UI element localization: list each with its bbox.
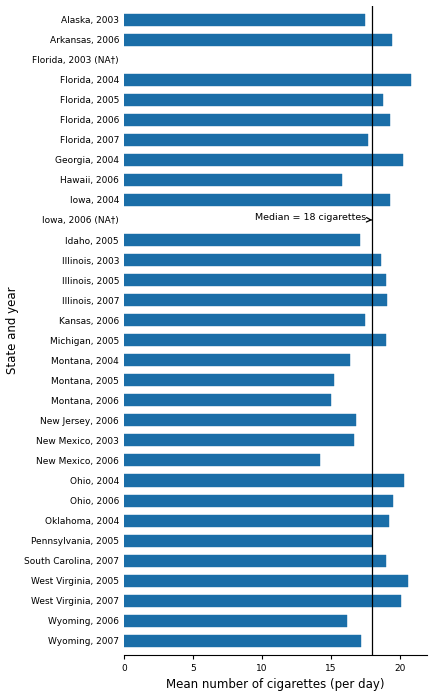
Bar	[124, 194, 390, 206]
Bar	[124, 374, 334, 386]
Bar	[124, 514, 389, 527]
Bar	[124, 354, 350, 367]
Bar	[124, 475, 404, 487]
Bar	[124, 274, 386, 286]
Bar	[124, 33, 391, 45]
Bar	[124, 595, 401, 607]
Bar	[124, 454, 320, 466]
Bar	[124, 555, 386, 567]
Bar	[124, 575, 408, 587]
Bar	[124, 335, 386, 346]
Bar	[124, 254, 381, 266]
Bar	[124, 74, 411, 86]
Bar	[124, 93, 383, 106]
Bar	[124, 234, 360, 246]
Y-axis label: State and year: State and year	[6, 286, 19, 374]
Bar	[124, 434, 354, 447]
Bar	[124, 535, 372, 546]
Bar	[124, 615, 347, 627]
X-axis label: Mean number of cigarettes (per day): Mean number of cigarettes (per day)	[166, 678, 385, 691]
Bar	[124, 415, 356, 427]
Bar	[124, 395, 331, 406]
Bar	[124, 134, 368, 146]
Bar	[124, 114, 390, 125]
Bar	[124, 294, 388, 306]
Bar	[124, 314, 365, 326]
Bar	[124, 13, 365, 26]
Bar	[124, 635, 361, 647]
Bar	[124, 174, 342, 186]
Bar	[124, 495, 393, 507]
Bar	[124, 154, 403, 166]
Text: Median = 18 cigarettes: Median = 18 cigarettes	[255, 213, 372, 222]
